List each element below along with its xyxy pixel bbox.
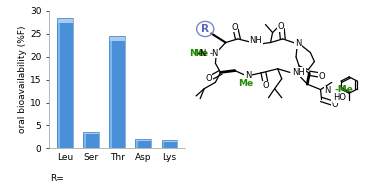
Bar [83,132,86,148]
Bar [162,140,177,148]
Bar [57,18,73,148]
Bar [135,139,151,141]
Text: R: R [201,24,209,34]
Text: Me: Me [193,49,208,58]
Y-axis label: oral bioavailability (%F): oral bioavailability (%F) [18,26,27,133]
Bar [109,36,125,148]
Text: N: N [245,71,251,80]
Text: O: O [332,100,338,109]
Text: O: O [318,72,325,81]
Bar [164,140,177,148]
Text: N: N [324,86,331,95]
Text: -N: -N [209,49,219,58]
Bar [60,18,73,148]
Bar [83,132,99,148]
Text: HO: HO [333,93,346,102]
Text: O: O [205,74,212,83]
Text: O: O [231,23,238,32]
Bar [135,139,138,148]
Bar [135,139,151,148]
Bar [112,36,125,148]
Text: NH: NH [292,68,305,77]
Text: -N: -N [198,49,207,58]
Bar [86,132,99,148]
Text: N: N [295,39,301,48]
Bar [109,36,125,41]
Bar [57,18,73,23]
Text: -Me: -Me [335,85,354,94]
Text: O: O [262,81,269,90]
Bar [162,140,177,142]
Bar [83,132,99,134]
Bar [138,139,151,148]
Text: NH: NH [249,36,262,45]
Bar [57,18,60,148]
Text: Me: Me [189,49,204,58]
Text: O: O [277,22,284,31]
Bar [162,140,164,148]
Text: R=: R= [50,174,64,181]
Text: Me: Me [239,79,254,88]
Bar [109,36,112,148]
